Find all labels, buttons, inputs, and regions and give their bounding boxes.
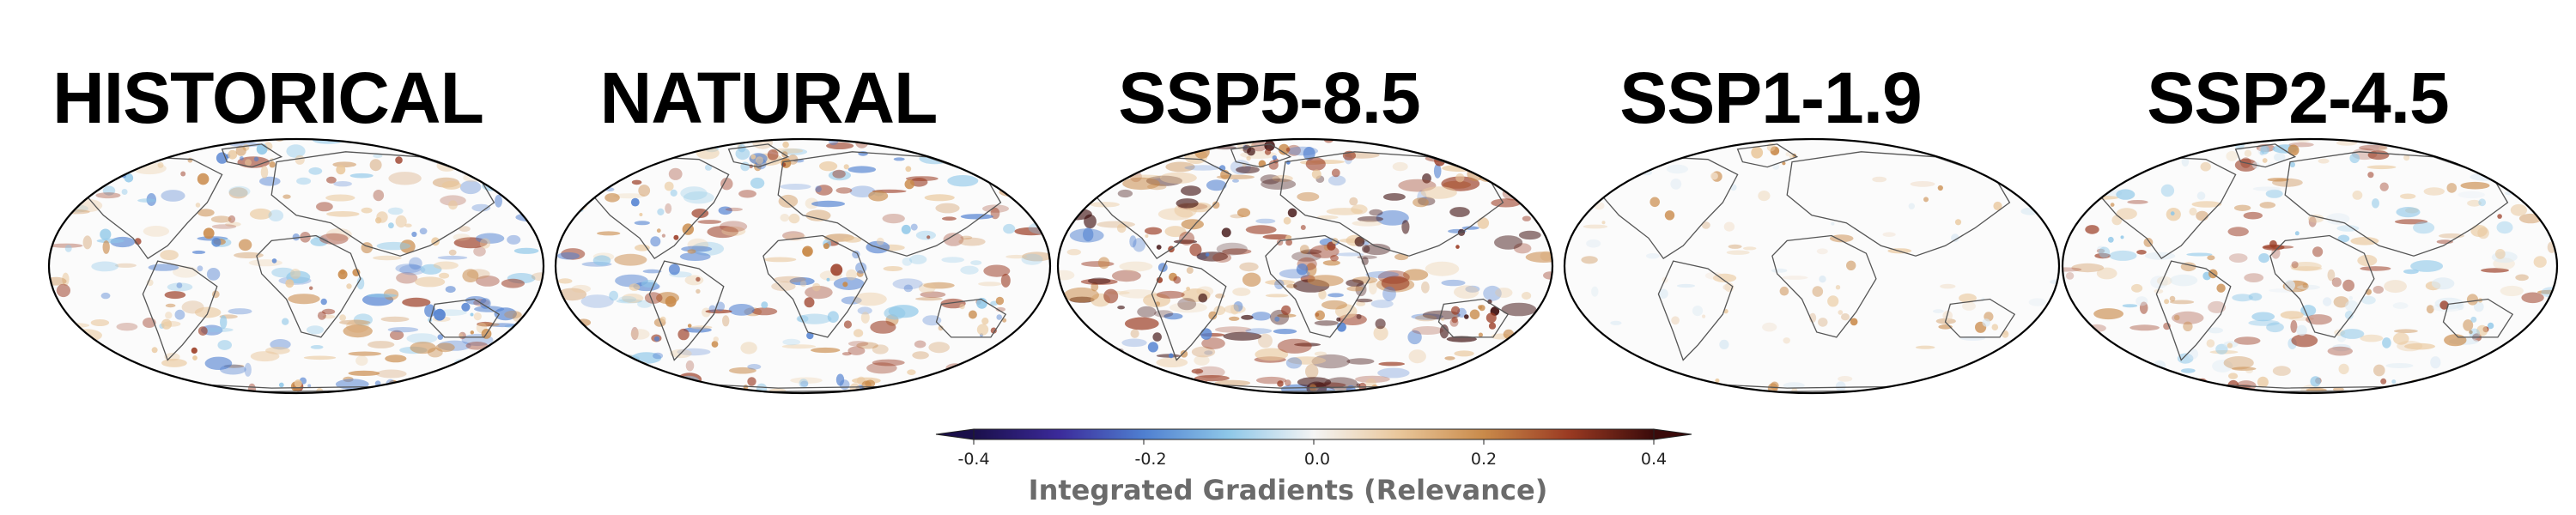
panel-title-ssp119: SSP1-1.9 [1619, 58, 1923, 138]
world-map-2 [554, 137, 1052, 395]
panel-title-ssp585: SSP5-8.5 [1118, 58, 1421, 138]
world-map-1 [47, 137, 545, 395]
colorbar-label: Integrated Gradients (Relevance) [1028, 474, 1548, 506]
colorbar-gradient [973, 428, 1655, 440]
colorbar-extend-max [1653, 428, 1692, 440]
colorbar-tick-label: 0.2 [1470, 450, 1498, 469]
colorbar-tick-label: 0.4 [1640, 450, 1668, 469]
world-map-3 [1056, 137, 1554, 395]
panel-title-natural: NATURAL [599, 58, 939, 138]
colorbar [935, 428, 1692, 445]
panel-title-ssp245: SSP2-4.5 [2147, 58, 2450, 138]
colorbar-tick-label: 0.0 [1303, 450, 1331, 469]
world-map-4 [1563, 137, 2061, 395]
panel-title-historical: HISTORICAL [52, 58, 484, 138]
colorbar-extend-min [935, 428, 975, 440]
colorbar-tick-label: -0.4 [957, 450, 990, 469]
world-map-5 [2061, 137, 2559, 395]
colorbar-tick-label: -0.2 [1134, 450, 1167, 469]
